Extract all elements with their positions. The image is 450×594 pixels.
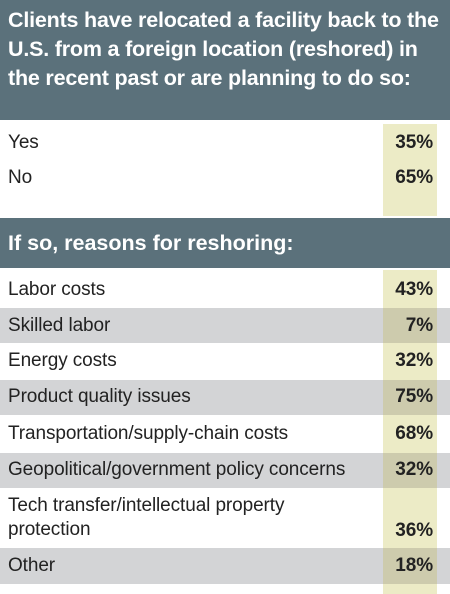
- row-value: 18%: [395, 555, 433, 576]
- row-label: No: [8, 167, 33, 188]
- row-label: Geopolitical/government policy concerns: [8, 459, 346, 480]
- table-row: Transportation/supply-chain costs 68%: [0, 417, 450, 451]
- row-value: 7%: [405, 315, 433, 336]
- row-label: Tech transfer/intellectual property prot…: [8, 495, 285, 540]
- row-label: Energy costs: [8, 350, 117, 371]
- section1-title: Clients have relocated a facility back t…: [0, 0, 450, 120]
- value-cell-bg: [383, 453, 437, 488]
- row-value: 32%: [395, 350, 433, 371]
- row-value: 36%: [395, 520, 433, 541]
- table-row: No 65%: [0, 162, 450, 196]
- row-label: Yes: [8, 132, 39, 153]
- row-label: Other: [8, 555, 56, 576]
- table-row: Geopolitical/government policy concerns …: [0, 453, 450, 488]
- row-label: Labor costs: [8, 279, 106, 300]
- row-value: 32%: [395, 459, 433, 480]
- row-label: Product quality issues: [8, 386, 191, 407]
- row-value: 65%: [395, 167, 433, 188]
- table-row: Labor costs 43%: [0, 272, 450, 306]
- value-cell-bg: [383, 548, 437, 584]
- table-row: Yes 35%: [0, 126, 450, 160]
- table-row: Tech transfer/intellectual property prot…: [0, 490, 450, 546]
- row-value: 75%: [395, 386, 433, 407]
- table-row: Product quality issues 75%: [0, 380, 450, 415]
- value-cell-bg: [383, 380, 437, 415]
- row-value: 35%: [395, 132, 433, 153]
- section2-title: If so, reasons for reshoring:: [0, 218, 450, 268]
- row-label: Skilled labor: [8, 315, 111, 336]
- table-row: Skilled labor 7%: [0, 308, 450, 343]
- value-column-highlight: [383, 124, 437, 216]
- table-row: Energy costs 32%: [0, 344, 450, 378]
- row-value: 43%: [395, 279, 433, 300]
- table-row: Other 18%: [0, 548, 450, 584]
- value-cell-bg: [383, 308, 437, 343]
- row-value: 68%: [395, 423, 433, 444]
- row-label: Transportation/supply-chain costs: [8, 423, 289, 444]
